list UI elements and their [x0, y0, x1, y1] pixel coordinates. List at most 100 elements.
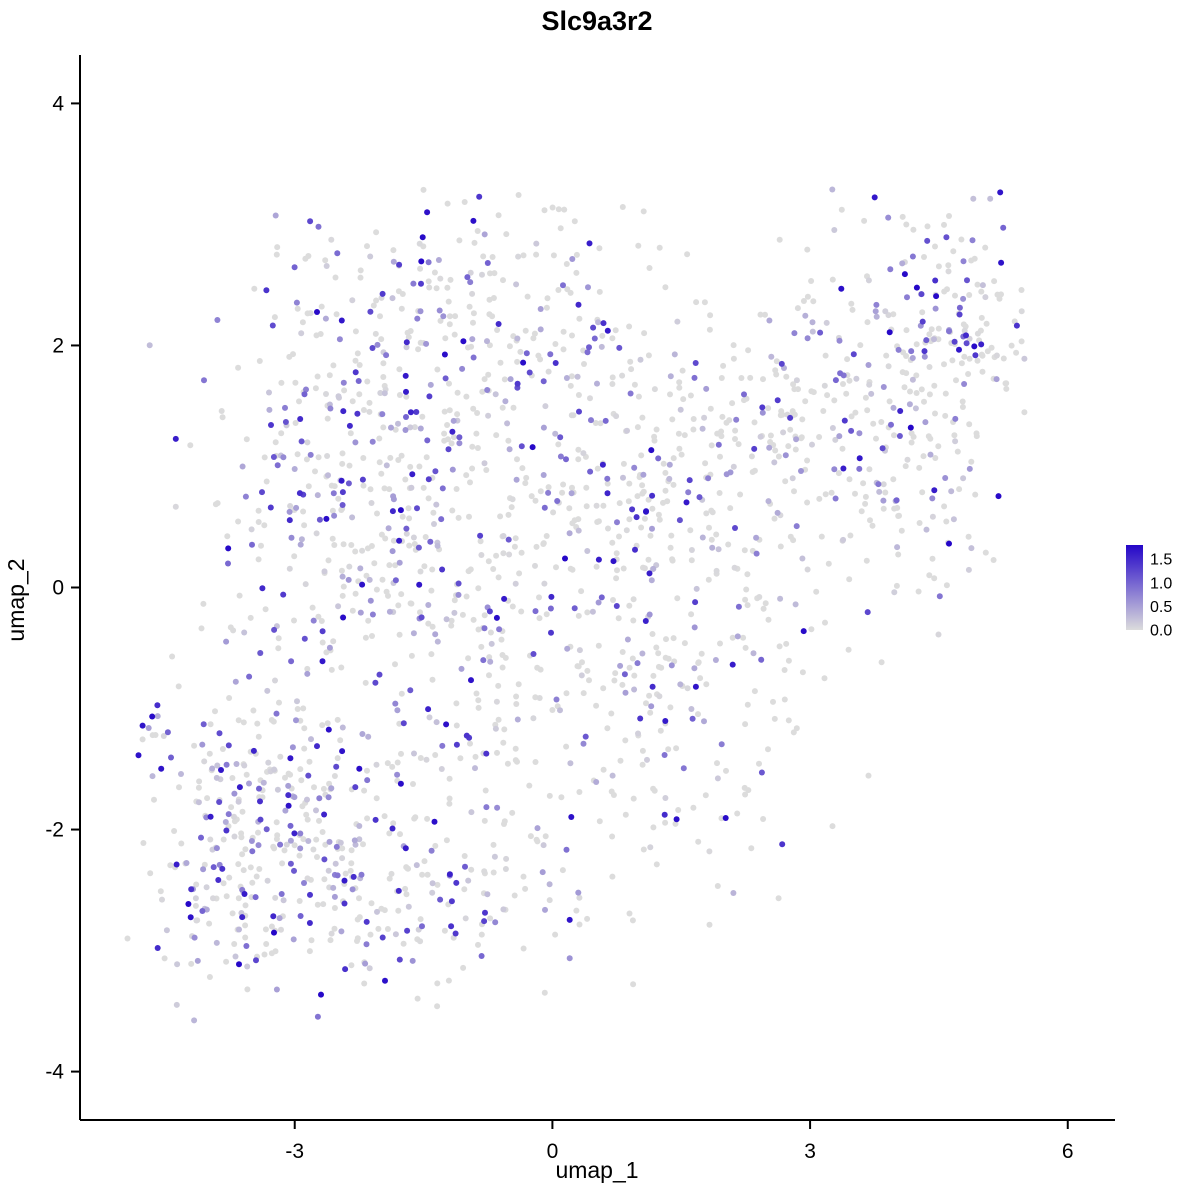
data-point: [250, 707, 257, 714]
data-point: [776, 236, 783, 243]
data-point: [490, 869, 497, 876]
data-point: [706, 848, 713, 855]
data-point: [623, 527, 630, 534]
data-point: [291, 867, 297, 874]
data-point: [386, 875, 393, 882]
data-point: [204, 795, 211, 802]
data-point: [777, 543, 784, 550]
data-point: [168, 754, 174, 761]
data-point: [470, 217, 477, 224]
data-point: [172, 503, 179, 510]
data-point: [271, 626, 278, 633]
data-point: [374, 908, 380, 915]
data-point: [943, 518, 950, 525]
data-point: [1018, 308, 1025, 315]
data-point: [524, 293, 531, 300]
data-point: [445, 446, 452, 453]
data-point: [650, 824, 657, 831]
data-point: [356, 391, 363, 398]
data-point: [780, 429, 787, 436]
data-point: [397, 780, 404, 787]
data-point: [462, 863, 468, 870]
data-point: [378, 531, 385, 538]
data-point: [533, 251, 540, 258]
data-point: [303, 456, 310, 463]
data-point: [259, 585, 266, 592]
data-point: [347, 867, 354, 874]
data-point: [778, 360, 785, 367]
data-point: [702, 460, 709, 467]
data-point: [429, 889, 436, 896]
data-point: [705, 475, 712, 482]
data-point: [198, 834, 204, 841]
data-point: [965, 371, 972, 377]
data-point: [960, 258, 967, 265]
data-point: [634, 660, 641, 667]
data-point: [329, 535, 336, 542]
data-point: [794, 305, 801, 312]
data-point: [341, 900, 348, 907]
data-point: [813, 588, 820, 595]
data-point: [232, 953, 239, 960]
data-point: [292, 420, 299, 426]
data-point: [974, 330, 981, 337]
data-point: [291, 466, 298, 472]
data-point: [300, 705, 307, 712]
data-point: [594, 465, 601, 472]
data-point: [653, 644, 660, 651]
data-point: [668, 532, 675, 539]
data-point: [339, 855, 346, 862]
data-point: [424, 871, 431, 878]
data-point: [596, 245, 603, 252]
data-point: [869, 522, 876, 529]
data-point: [484, 338, 490, 345]
data-point: [860, 480, 867, 487]
data-point: [793, 377, 800, 384]
data-point: [433, 719, 440, 726]
data-point: [695, 659, 702, 666]
data-point: [403, 525, 410, 532]
data-point: [532, 562, 538, 569]
data-point: [969, 237, 976, 244]
data-point: [722, 815, 729, 821]
data-point: [821, 675, 828, 682]
data-point: [365, 733, 372, 740]
data-point: [935, 631, 942, 638]
data-point: [434, 366, 441, 373]
data-point: [804, 246, 811, 253]
data-point: [223, 638, 230, 645]
data-point: [575, 527, 582, 534]
data-point: [979, 282, 986, 289]
data-point: [534, 838, 541, 845]
data-point: [322, 257, 329, 264]
data-point: [544, 295, 551, 302]
data-point: [961, 381, 968, 387]
data-point: [339, 748, 346, 755]
data-point: [210, 895, 216, 902]
data-point: [381, 390, 388, 397]
data-point: [781, 667, 788, 673]
data-point: [821, 382, 828, 389]
data-point: [231, 833, 238, 840]
data-point: [239, 914, 246, 921]
data-point: [411, 541, 418, 547]
data-point: [358, 871, 365, 878]
data-point: [757, 311, 764, 318]
data-point: [270, 454, 277, 460]
data-point: [628, 366, 635, 373]
data-point: [395, 457, 402, 463]
data-point: [660, 499, 666, 506]
data-point: [263, 941, 270, 947]
data-point: [630, 596, 637, 603]
data-point: [465, 344, 471, 351]
data-point: [425, 620, 432, 627]
data-point: [235, 518, 242, 525]
data-point: [971, 343, 978, 350]
data-point: [792, 601, 799, 608]
data-point: [276, 915, 283, 922]
data-point: [369, 611, 376, 618]
data-point: [674, 318, 681, 325]
data-point: [882, 489, 889, 496]
data-point: [581, 361, 587, 367]
data-point: [718, 375, 725, 381]
